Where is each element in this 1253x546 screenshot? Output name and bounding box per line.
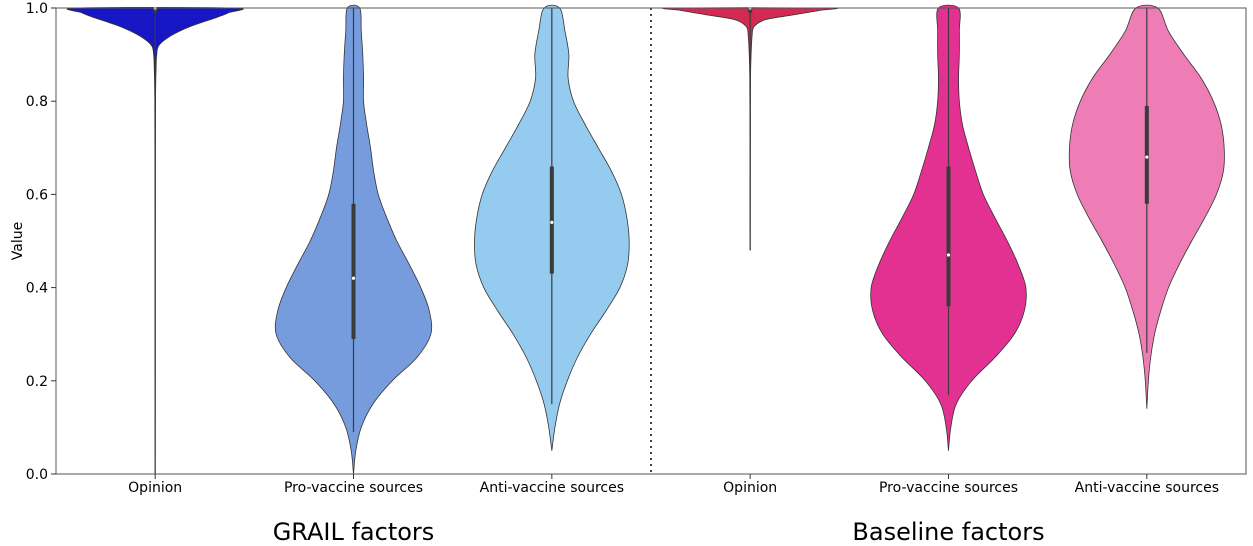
x-axis-ticks: Opinion Pro-vaccine sources Anti-vaccine s… <box>128 474 1219 496</box>
y-tick-label: 0.0 <box>26 467 48 483</box>
violin-median-2 <box>351 276 356 280</box>
x-tick-label: Pro-vaccine sources <box>284 480 423 496</box>
x-tick-label: Opinion <box>723 480 777 496</box>
violins <box>66 4 1225 475</box>
violin-median-3 <box>550 220 554 224</box>
group-label-1: GRAIL factors <box>273 518 435 546</box>
y-axis-ticks: 0.0 0.2 0.4 0.6 0.8 1.0 <box>26 1 56 483</box>
x-tick-label: Pro-vaccine sources <box>879 480 1018 496</box>
x-tick-label: Opinion <box>128 480 182 496</box>
group-labels: GRAIL factors Baseline factors <box>273 518 1045 546</box>
plot-frame <box>55 7 1247 475</box>
group-label-2: Baseline factors <box>852 518 1044 546</box>
violin-median-5 <box>946 253 951 257</box>
y-tick-label: 0.4 <box>26 281 48 297</box>
x-tick-label: Anti-vaccine sources <box>480 480 624 496</box>
violin-median-6 <box>1145 155 1149 159</box>
x-tick-label: Anti-vaccine sources <box>1075 480 1219 496</box>
y-axis-label: Value <box>10 222 26 260</box>
y-tick-label: 1.0 <box>26 1 48 17</box>
y-tick-label: 0.2 <box>26 374 48 390</box>
y-tick-label: 0.8 <box>26 94 48 110</box>
y-tick-label: 0.6 <box>26 187 48 203</box>
